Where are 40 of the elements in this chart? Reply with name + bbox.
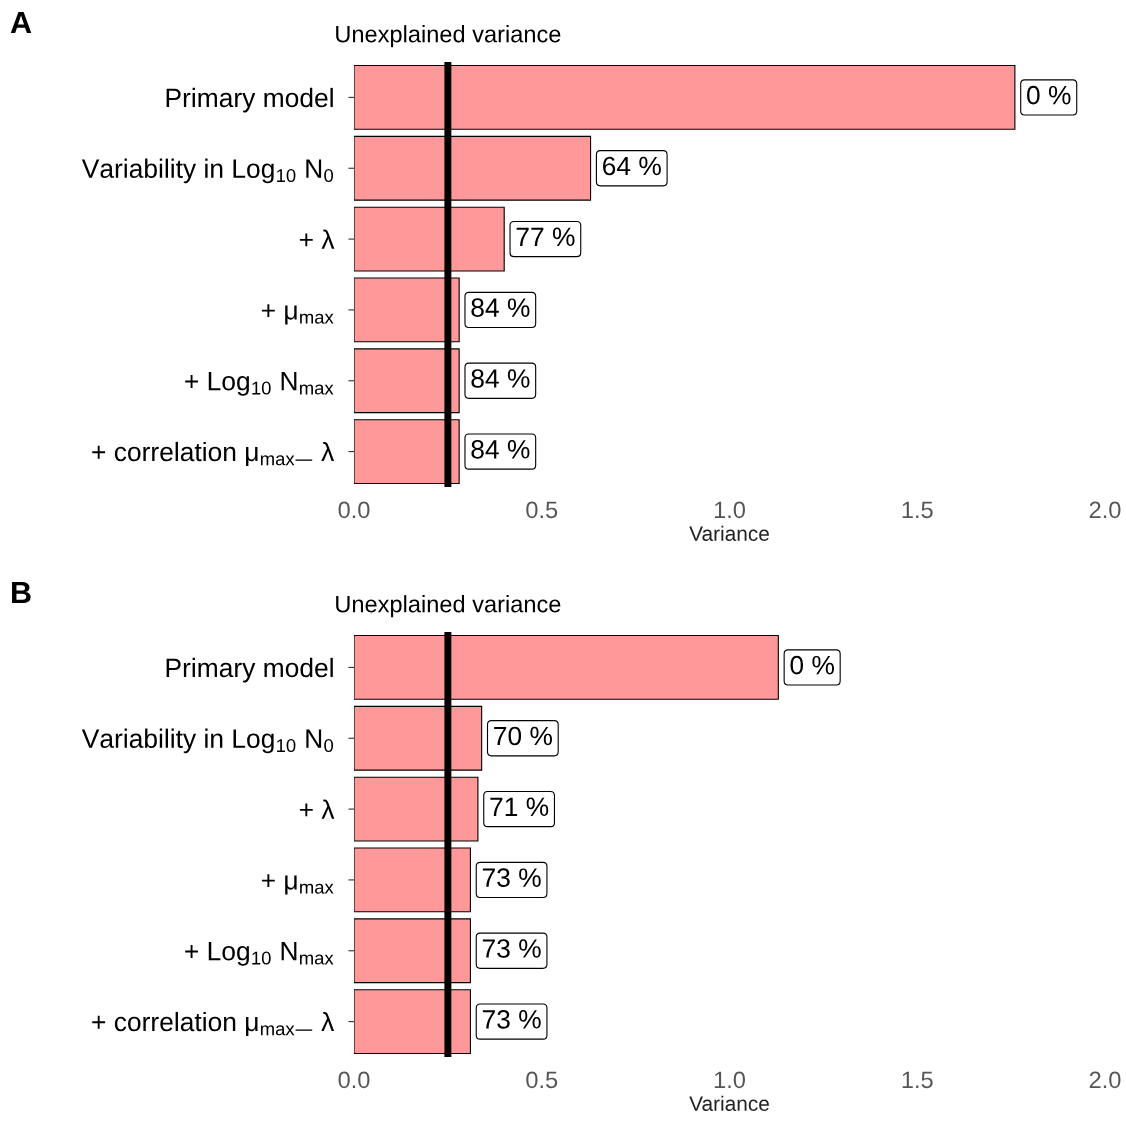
annotation: 0 %: [1027, 85, 1071, 105]
annotation: 70 %: [494, 726, 552, 746]
y-tick-label: Primary model: [166, 87, 333, 113]
annotation: 71 %: [490, 797, 549, 817]
annotation: 84 %: [471, 298, 530, 317]
annotation: 73 %: [482, 939, 541, 958]
x-tick-label: 2.0: [1089, 501, 1121, 519]
x-tick-label: 1.0: [714, 1071, 745, 1089]
y-tick-label: + λ: [299, 229, 335, 249]
x-axis-title: Variance: [689, 525, 769, 541]
annotation: 73 %: [482, 1009, 541, 1029]
ref-line-label: Unexplained variance: [336, 595, 561, 618]
x-tick-label: 0.5: [526, 501, 558, 519]
annotation: 77 %: [516, 227, 575, 247]
y-tick-label: + Log$_{10}$ N$_{max}$: [185, 942, 334, 966]
x-tick-label: 1.0: [714, 501, 745, 519]
x-tick-label: 1.5: [902, 1071, 933, 1089]
x-tick-label: 1.5: [902, 501, 933, 519]
y-tick-label: + λ: [299, 799, 335, 819]
y-tick-label: + μ$_{max}$: [261, 304, 334, 325]
y-tick-label: + μ$_{max}$: [261, 874, 334, 895]
x-tick-label: 0.0: [338, 501, 370, 519]
ref-line-label: Unexplained variance: [336, 25, 561, 48]
y-tick-label: + Log$_{10}$ N$_{max}$: [185, 372, 334, 396]
text: B: [12, 582, 31, 604]
y-tick-label: Variability in Log$_{10}$ N$_{0}$: [81, 158, 334, 184]
x-axis-title: Variance: [689, 1095, 769, 1111]
annotation: 84 %: [471, 439, 530, 459]
x-tick-label: 0.5: [526, 1071, 558, 1089]
annotation: 0 %: [790, 655, 834, 675]
y-tick-label: Primary model: [166, 657, 333, 683]
annotation: 84 %: [471, 369, 530, 388]
y-tick-label: + correlation μ$_{max—}$ λ: [92, 441, 335, 467]
x-tick-label: 2.0: [1089, 1071, 1121, 1089]
y-tick-label: Variability in Log$_{10}$ N$_{0}$: [81, 728, 334, 754]
y-tick-label: + correlation μ$_{max—}$ λ: [92, 1011, 335, 1037]
x-tick-label: 0.0: [338, 1071, 370, 1089]
text: A: [10, 12, 32, 34]
annotation: 64 %: [603, 156, 661, 176]
annotation: 73 %: [482, 868, 541, 887]
